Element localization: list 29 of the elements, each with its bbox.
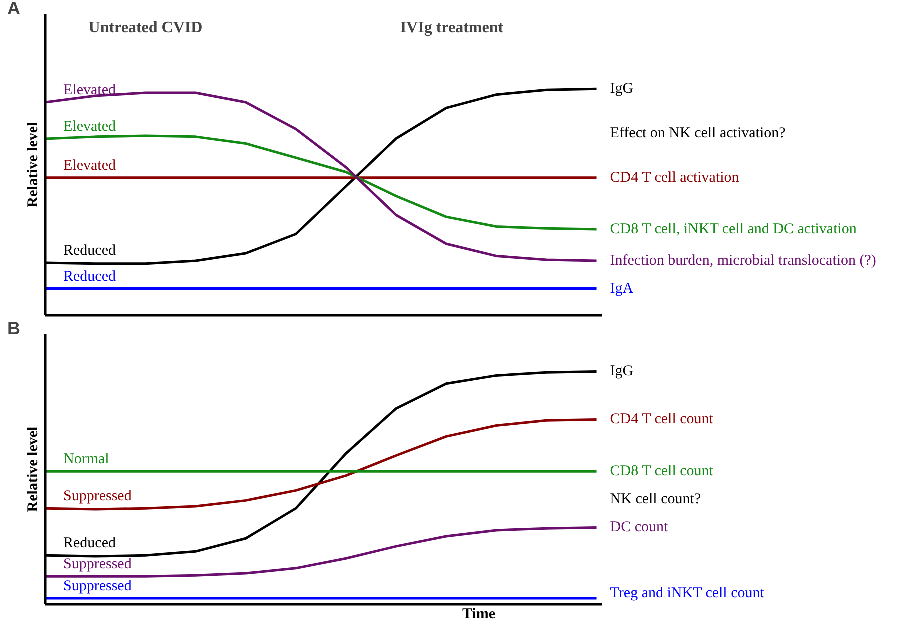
chart-title: A [8, 0, 20, 18]
annotation: Normal [64, 452, 110, 468]
annotation: Elevated [64, 158, 116, 174]
annotation: Reduced [64, 268, 116, 285]
series-label: CD4 T cell activation [610, 170, 740, 186]
y-axis-title: Relative level [26, 122, 42, 208]
chart-title: B [8, 318, 20, 338]
annotation: Reduced [64, 242, 116, 259]
y-axis-title: Relative level [26, 426, 42, 512]
text: NK cell count? [610, 492, 702, 508]
series-label: CD4 T cell count [610, 412, 714, 428]
annotation: Suppressed [64, 556, 132, 573]
annotation: Suppressed [64, 488, 132, 505]
series-label: IgA [610, 280, 634, 297]
series-label: Treg and iNKT cell count [610, 586, 766, 602]
annotation: Reduced [64, 536, 116, 552]
x-axis-title: Time [462, 606, 496, 622]
annotation: Suppressed [64, 578, 132, 594]
text: IVIg treatment [400, 20, 504, 36]
series-label: DC count [610, 520, 670, 536]
text: Untreated CVID [88, 20, 203, 36]
text: Effect on NK cell activation? [610, 126, 786, 142]
annotation: Elevated [64, 118, 116, 135]
annotation: Elevated [64, 82, 116, 99]
series-label: IgG [610, 81, 634, 98]
series-label: Infection burden, microbial translocation (?) [610, 252, 876, 269]
series-label: IgG [610, 364, 634, 380]
series-label: CD8 T cell, iNKT cell and DC activation [610, 222, 858, 238]
series-label: CD8 T cell count [610, 464, 714, 480]
